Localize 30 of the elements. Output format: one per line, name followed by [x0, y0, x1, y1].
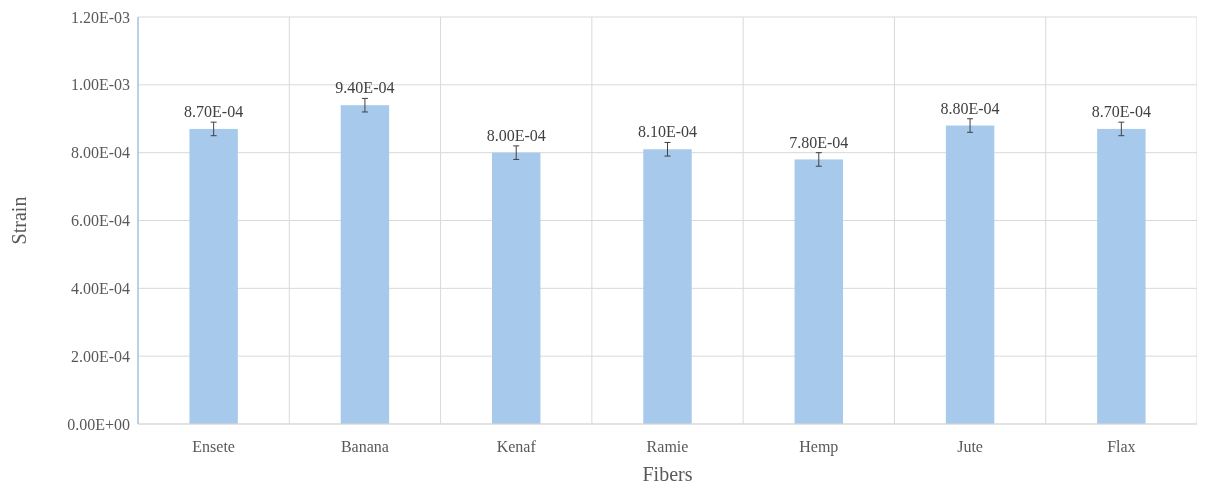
x-tick-label: Jute — [957, 438, 983, 455]
x-tick-label: Flax — [1107, 438, 1136, 455]
data-label: 8.70E-04 — [1091, 103, 1151, 121]
x-axis-title: Fibers — [642, 463, 693, 485]
data-label: 7.80E-04 — [789, 133, 849, 151]
x-tick-label: Kenaf — [496, 438, 537, 455]
bar — [492, 152, 541, 424]
x-tick-label: Hemp — [799, 438, 839, 456]
y-tick-label: 0.00E+00 — [67, 415, 130, 433]
bar — [794, 159, 843, 424]
y-axis-title: Strain — [8, 196, 30, 245]
bar — [189, 128, 238, 424]
y-tick-label: 8.00E-04 — [70, 144, 130, 162]
data-label: 8.70E-04 — [184, 103, 244, 121]
data-label: 8.10E-04 — [637, 123, 698, 141]
data-label: 8.80E-04 — [940, 99, 1000, 117]
y-tick-label: 2.00E-04 — [70, 347, 130, 365]
data-label: 9.40E-04 — [335, 79, 395, 97]
bar — [340, 105, 390, 424]
x-tick-label: Ramie — [646, 438, 689, 455]
bar — [945, 125, 995, 424]
y-tick-label: 4.00E-04 — [70, 279, 130, 297]
bar — [643, 149, 692, 424]
y-tick-label: 6.00E-04 — [70, 212, 130, 230]
y-tick-label: 1.00E-03 — [70, 76, 130, 94]
bar — [1097, 128, 1146, 424]
data-label: 8.00E-04 — [486, 126, 546, 144]
x-tick-label: Banana — [340, 438, 389, 455]
y-tick-label: 1.20E-03 — [70, 8, 130, 26]
x-tick-label: Ensete — [192, 438, 235, 455]
